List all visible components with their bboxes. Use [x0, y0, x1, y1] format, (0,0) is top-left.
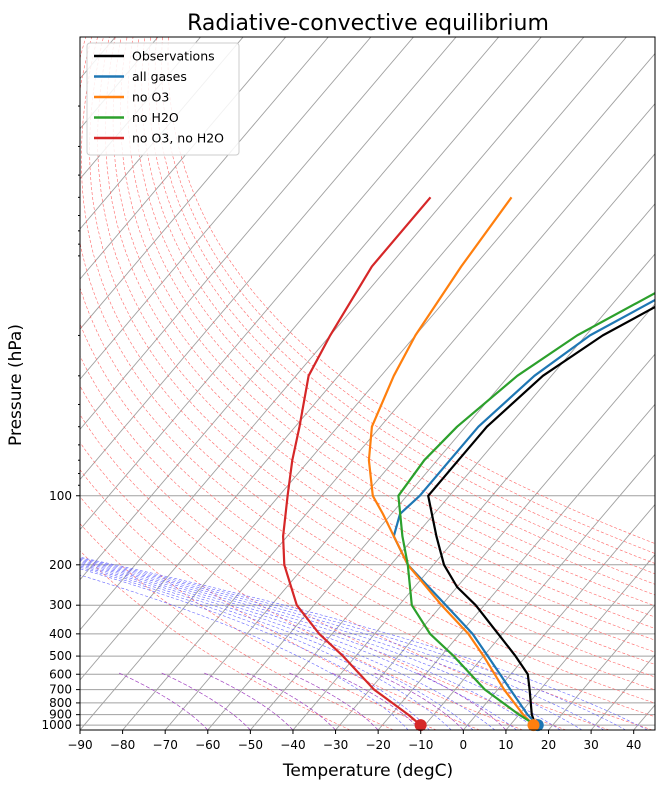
dry-adiabat-line — [80, 523, 394, 730]
isotherm-line — [420, 453, 655, 730]
dry-adiabat-line — [167, 37, 655, 544]
dry-adiabat-line — [97, 37, 655, 653]
dry-adiabat-line — [81, 37, 655, 678]
isotherm-line — [80, 37, 457, 481]
y-tick-label: 700 — [49, 683, 72, 697]
isotherm-line — [377, 403, 655, 730]
isotherm-line — [80, 37, 542, 581]
series-line — [282, 196, 432, 726]
y-axis-label: Pressure (hPa) — [6, 324, 26, 446]
dry-adiabat-line — [80, 385, 610, 730]
dry-adiabat-line — [80, 441, 524, 730]
moist-adiabat-line — [80, 558, 605, 730]
x-tick-label: −40 — [280, 738, 305, 752]
moist-adiabat-line — [80, 565, 474, 730]
isotherm-line — [250, 253, 655, 730]
legend: Observations all gases no O3 no H2O no O3, n… — [86, 42, 240, 156]
x-tick-label: 30 — [583, 738, 598, 752]
moist-adiabat-line — [80, 564, 496, 730]
mixing-ratio-line — [288, 672, 379, 730]
y-tick-label: 100 — [49, 489, 72, 503]
x-tick-label: −90 — [67, 738, 92, 752]
isotherm-line — [462, 503, 655, 730]
mixing-ratio-line — [416, 672, 507, 730]
x-axis-label: Temperature (degC) — [282, 761, 453, 781]
x-tick-label: −50 — [238, 738, 263, 752]
isotherm-line — [590, 654, 655, 730]
isotherm-line — [80, 37, 414, 431]
moist-adiabat-line — [80, 561, 539, 730]
x-tick-label: 40 — [626, 738, 641, 752]
plot-frame — [79, 36, 656, 731]
legend-label: no O3 — [132, 90, 169, 105]
legend-label: all gases — [132, 69, 187, 84]
isotherm-line — [80, 37, 627, 681]
mixing-ratio-line — [117, 672, 209, 730]
dry-adiabat-line — [80, 355, 653, 730]
isotherm-line — [80, 52, 655, 730]
y-tick-label: 400 — [49, 627, 72, 641]
isotherm-line — [292, 303, 655, 730]
dry-adiabat-line — [80, 496, 437, 730]
x-tick-label: 20 — [541, 738, 556, 752]
moist-adiabat-line — [80, 560, 561, 730]
y-tick-label: 300 — [49, 598, 72, 612]
moist-adiabat-line — [80, 566, 452, 730]
moist-adiabat-line — [80, 568, 430, 730]
series-lines — [282, 196, 655, 727]
chart-title: Radiative-convective equilibrium — [187, 11, 549, 36]
mixing-ratio-line — [330, 672, 421, 730]
moist-adiabat-line — [80, 563, 517, 730]
dry-adiabat-line — [80, 37, 655, 691]
mixing-ratio-line — [245, 672, 336, 730]
surface-markers — [414, 719, 544, 732]
series-line — [427, 305, 655, 726]
moist-adiabat-line — [80, 557, 626, 730]
x-tick-label: 10 — [498, 738, 513, 752]
series-line — [397, 291, 655, 727]
x-tick-label: −10 — [408, 738, 433, 752]
x-tick-label: −20 — [365, 738, 390, 752]
isotherm-line — [80, 37, 372, 380]
dry-adiabat-line — [80, 469, 480, 730]
x-tick-label: 0 — [460, 738, 468, 752]
dry-adiabat-line — [80, 37, 655, 718]
legend-label: no O3, no H2O — [132, 131, 224, 146]
x-tick-label: −70 — [153, 738, 178, 752]
legend-box — [86, 42, 240, 156]
surface-marker — [414, 719, 427, 732]
isotherm-line — [548, 604, 655, 730]
moist-adiabat-line — [80, 559, 583, 730]
y-tick-label: 200 — [49, 558, 72, 572]
y-tick-label: 500 — [49, 649, 72, 663]
isotherm-line — [80, 37, 500, 531]
isotherm-line — [164, 153, 655, 730]
mixing-ratio-line — [203, 672, 294, 730]
isotherm-line — [207, 203, 655, 730]
y-tick-label: 600 — [49, 667, 72, 681]
x-tick-label: −80 — [110, 738, 135, 752]
y-tick-label: 1000 — [41, 718, 72, 732]
isotherm-line — [505, 553, 655, 730]
legend-label: no H2O — [132, 110, 179, 125]
mixing-ratio-line — [160, 672, 251, 730]
legend-label: Observations — [132, 49, 215, 64]
surface-marker — [527, 719, 540, 732]
isotherm-line — [633, 704, 655, 730]
isotherm-line — [335, 353, 655, 730]
isotherm-line — [80, 37, 585, 631]
mixing-ratio-line — [373, 672, 464, 730]
y-tick-label: 800 — [49, 696, 72, 710]
x-tick-label: −30 — [323, 738, 348, 752]
x-axis-ticks: −90 −80 −70 −60 −50 −40 −30 −20 −10 0 10 20 30 40 — [67, 730, 641, 752]
moist-adiabat-line — [80, 574, 409, 730]
x-tick-label: −60 — [195, 738, 220, 752]
dry-adiabat-line — [80, 37, 655, 704]
series-line — [367, 196, 535, 726]
y-tick-label: 900 — [49, 708, 72, 722]
